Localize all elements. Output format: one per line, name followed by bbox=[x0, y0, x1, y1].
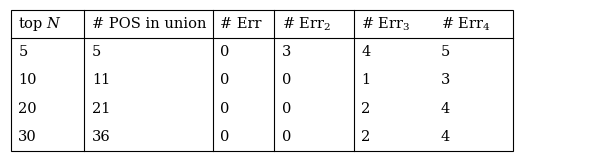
Text: 11: 11 bbox=[92, 74, 110, 87]
Text: 2: 2 bbox=[361, 102, 370, 116]
Text: 20: 20 bbox=[18, 102, 37, 116]
Text: 30: 30 bbox=[18, 130, 37, 144]
Text: 0: 0 bbox=[282, 130, 291, 144]
Text: 0: 0 bbox=[220, 102, 230, 116]
Text: 0: 0 bbox=[282, 74, 291, 87]
Text: 2: 2 bbox=[361, 130, 370, 144]
Text: 36: 36 bbox=[92, 130, 111, 144]
Text: 3: 3 bbox=[282, 45, 291, 59]
Text: 4: 4 bbox=[441, 130, 450, 144]
Text: 1: 1 bbox=[361, 74, 370, 87]
Text: 0: 0 bbox=[220, 45, 230, 59]
Text: 5: 5 bbox=[92, 45, 101, 59]
Text: 4: 4 bbox=[441, 102, 450, 116]
Text: top $N$: top $N$ bbox=[18, 15, 62, 33]
Text: 10: 10 bbox=[18, 74, 37, 87]
Text: 0: 0 bbox=[220, 130, 230, 144]
Text: # Err$_3$: # Err$_3$ bbox=[361, 15, 411, 33]
Text: # Err$_2$: # Err$_2$ bbox=[282, 15, 330, 33]
Text: 21: 21 bbox=[92, 102, 110, 116]
Text: 4: 4 bbox=[361, 45, 370, 59]
Text: 0: 0 bbox=[220, 74, 230, 87]
Bar bbox=[11, 10, 513, 151]
Text: 3: 3 bbox=[441, 74, 450, 87]
Text: 5: 5 bbox=[441, 45, 450, 59]
Text: 0: 0 bbox=[282, 102, 291, 116]
Text: # Err$_4$: # Err$_4$ bbox=[441, 15, 490, 33]
Text: # Err: # Err bbox=[220, 17, 262, 31]
Text: # POS in union: # POS in union bbox=[92, 17, 206, 31]
Text: 5: 5 bbox=[18, 45, 28, 59]
